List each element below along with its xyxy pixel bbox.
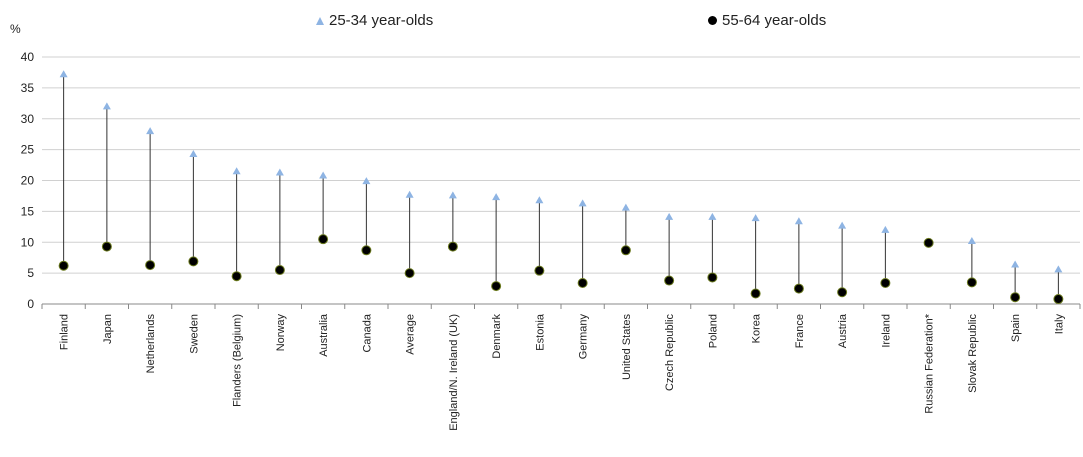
point-55-64 bbox=[664, 275, 675, 286]
point-25-34 bbox=[232, 167, 241, 175]
point-55-64 bbox=[404, 268, 415, 279]
x-tick-label: Ireland bbox=[880, 314, 892, 348]
point-25-34 bbox=[405, 190, 414, 198]
y-tick-label: 0 bbox=[27, 297, 34, 311]
x-tick-label: Norway bbox=[275, 314, 287, 352]
x-tick-label: Sweden bbox=[188, 314, 200, 354]
point-25-34 bbox=[881, 225, 890, 233]
point-55-64 bbox=[793, 283, 804, 294]
x-tick-label: Denmark bbox=[491, 314, 503, 359]
point-55-64 bbox=[447, 241, 458, 252]
point-55-64 bbox=[880, 278, 891, 289]
point-25-34 bbox=[578, 199, 587, 207]
x-tick-label: Australia bbox=[318, 313, 330, 357]
x-tick-label: Netherlands bbox=[145, 314, 157, 374]
point-25-34 bbox=[492, 193, 501, 201]
point-55-64 bbox=[1010, 292, 1021, 303]
point-25-34 bbox=[751, 214, 760, 222]
legend-item-55-64: 55-64 year-olds bbox=[708, 12, 826, 29]
point-25-34 bbox=[1011, 260, 1020, 268]
y-tick-label: 20 bbox=[21, 174, 35, 188]
point-55-64 bbox=[361, 245, 372, 256]
point-55-64 bbox=[966, 277, 977, 288]
y-tick-label: 5 bbox=[27, 266, 34, 280]
triangle-marker-icon bbox=[316, 16, 324, 25]
point-25-34 bbox=[146, 127, 155, 135]
x-tick-label: Russian Federation* bbox=[924, 313, 936, 413]
point-55-64 bbox=[1053, 294, 1064, 305]
x-tick-label: United States bbox=[621, 314, 633, 381]
y-tick-label: 10 bbox=[21, 235, 35, 249]
point-25-34 bbox=[967, 237, 976, 245]
point-25-34 bbox=[102, 102, 111, 110]
point-55-64 bbox=[188, 256, 199, 267]
point-25-34 bbox=[189, 149, 198, 157]
point-25-34 bbox=[621, 203, 630, 211]
x-tick-label: Poland bbox=[707, 314, 719, 348]
x-tick-label: Austria bbox=[837, 313, 849, 348]
x-tick-label: Spain bbox=[1010, 314, 1022, 342]
x-tick-label: France bbox=[794, 314, 806, 348]
x-tick-label: Canada bbox=[361, 313, 373, 352]
y-tick-label: 15 bbox=[21, 204, 35, 218]
point-55-64 bbox=[145, 260, 156, 271]
x-tick-label: Korea bbox=[751, 313, 763, 343]
x-tick-label: Flanders (Belgium) bbox=[232, 314, 244, 407]
y-tick-label: 25 bbox=[21, 143, 35, 157]
y-tick-label: 30 bbox=[21, 112, 35, 126]
point-55-64 bbox=[58, 260, 69, 271]
legend-label-25-34: 25-34 year-olds bbox=[329, 12, 434, 29]
point-55-64 bbox=[318, 234, 329, 245]
point-25-34 bbox=[665, 212, 674, 220]
x-tick-label: Average bbox=[405, 314, 417, 355]
x-tick-label: Slovak Republic bbox=[967, 314, 979, 393]
point-55-64 bbox=[707, 272, 718, 283]
legend-label-55-64: 55-64 year-olds bbox=[722, 12, 827, 29]
point-25-34 bbox=[838, 221, 847, 229]
y-tick-label: 40 bbox=[21, 50, 35, 64]
point-25-34 bbox=[319, 171, 328, 179]
point-55-64 bbox=[620, 245, 631, 256]
point-55-64 bbox=[750, 288, 761, 299]
point-25-34 bbox=[535, 196, 544, 204]
point-55-64 bbox=[274, 265, 285, 276]
point-55-64 bbox=[231, 271, 242, 282]
point-55-64 bbox=[101, 241, 112, 252]
x-tick-label: Finland bbox=[59, 314, 71, 350]
point-25-34 bbox=[448, 191, 457, 199]
point-55-64 bbox=[837, 287, 848, 298]
y-axis-unit: % bbox=[10, 22, 21, 36]
point-25-34 bbox=[708, 212, 717, 220]
x-tick-label: Estonia bbox=[534, 313, 546, 351]
x-tick-label: Japan bbox=[102, 314, 114, 344]
y-tick-label: 35 bbox=[21, 81, 35, 95]
point-25-34 bbox=[362, 177, 371, 185]
point-25-34 bbox=[1054, 265, 1063, 273]
point-25-34 bbox=[275, 168, 284, 176]
point-55-64 bbox=[534, 265, 545, 276]
x-tick-label: Czech Republic bbox=[664, 314, 676, 392]
x-tick-label: Italy bbox=[1053, 314, 1065, 335]
x-tick-label: England/N. Ireland (UK) bbox=[448, 314, 460, 431]
legend-item-25-34: 25-34 year-olds bbox=[316, 12, 433, 29]
point-55-64 bbox=[577, 278, 588, 289]
circle-marker-icon bbox=[708, 16, 717, 25]
point-55-64 bbox=[491, 281, 502, 292]
x-tick-label: Germany bbox=[578, 314, 590, 360]
point-25-34 bbox=[794, 217, 803, 225]
point-25-34 bbox=[59, 70, 68, 78]
point-55-64 bbox=[923, 237, 934, 248]
